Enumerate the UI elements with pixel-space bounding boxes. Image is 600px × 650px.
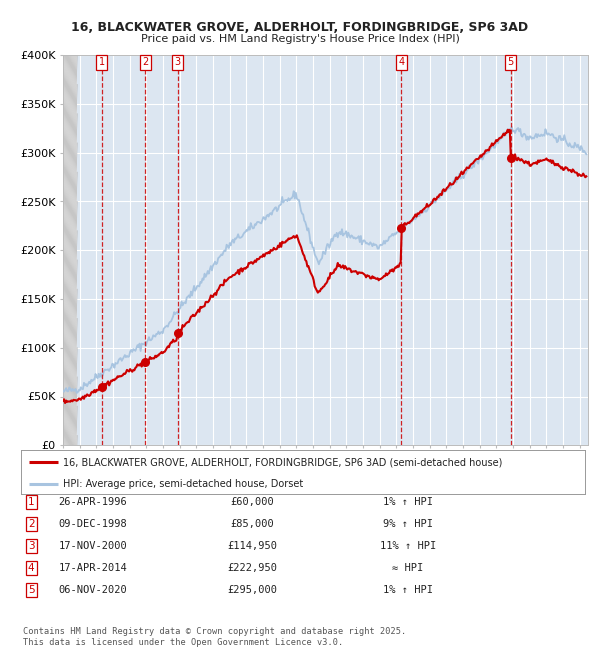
Text: 4: 4: [28, 563, 35, 573]
Text: Contains HM Land Registry data © Crown copyright and database right 2025.
This d: Contains HM Land Registry data © Crown c…: [23, 627, 406, 647]
Text: 5: 5: [508, 57, 514, 67]
Text: 9% ↑ HPI: 9% ↑ HPI: [383, 519, 433, 529]
Bar: [63, 55, 77, 445]
Text: £60,000: £60,000: [230, 497, 274, 507]
Text: 1: 1: [28, 497, 35, 507]
Text: 16, BLACKWATER GROVE, ALDERHOLT, FORDINGBRIDGE, SP6 3AD (semi-detached house): 16, BLACKWATER GROVE, ALDERHOLT, FORDING…: [64, 457, 503, 467]
Text: £114,950: £114,950: [227, 541, 277, 551]
Text: 1% ↑ HPI: 1% ↑ HPI: [383, 585, 433, 595]
Text: 4: 4: [398, 57, 404, 67]
Text: HPI: Average price, semi-detached house, Dorset: HPI: Average price, semi-detached house,…: [64, 479, 304, 489]
Text: 16, BLACKWATER GROVE, ALDERHOLT, FORDINGBRIDGE, SP6 3AD: 16, BLACKWATER GROVE, ALDERHOLT, FORDING…: [71, 21, 529, 34]
Text: 06-NOV-2020: 06-NOV-2020: [59, 585, 127, 595]
Text: £85,000: £85,000: [230, 519, 274, 529]
Text: 2: 2: [142, 57, 148, 67]
Text: 17-NOV-2000: 17-NOV-2000: [59, 541, 127, 551]
Text: 3: 3: [28, 541, 35, 551]
Text: ≈ HPI: ≈ HPI: [392, 563, 424, 573]
Text: 09-DEC-1998: 09-DEC-1998: [59, 519, 127, 529]
Text: 3: 3: [175, 57, 181, 67]
Text: 17-APR-2014: 17-APR-2014: [59, 563, 127, 573]
Text: Price paid vs. HM Land Registry's House Price Index (HPI): Price paid vs. HM Land Registry's House …: [140, 34, 460, 44]
Text: 1% ↑ HPI: 1% ↑ HPI: [383, 497, 433, 507]
Text: 5: 5: [28, 585, 35, 595]
Text: £222,950: £222,950: [227, 563, 277, 573]
Text: 1: 1: [98, 57, 105, 67]
Text: 26-APR-1996: 26-APR-1996: [59, 497, 127, 507]
Text: £295,000: £295,000: [227, 585, 277, 595]
Text: 11% ↑ HPI: 11% ↑ HPI: [380, 541, 436, 551]
Text: 2: 2: [28, 519, 35, 529]
